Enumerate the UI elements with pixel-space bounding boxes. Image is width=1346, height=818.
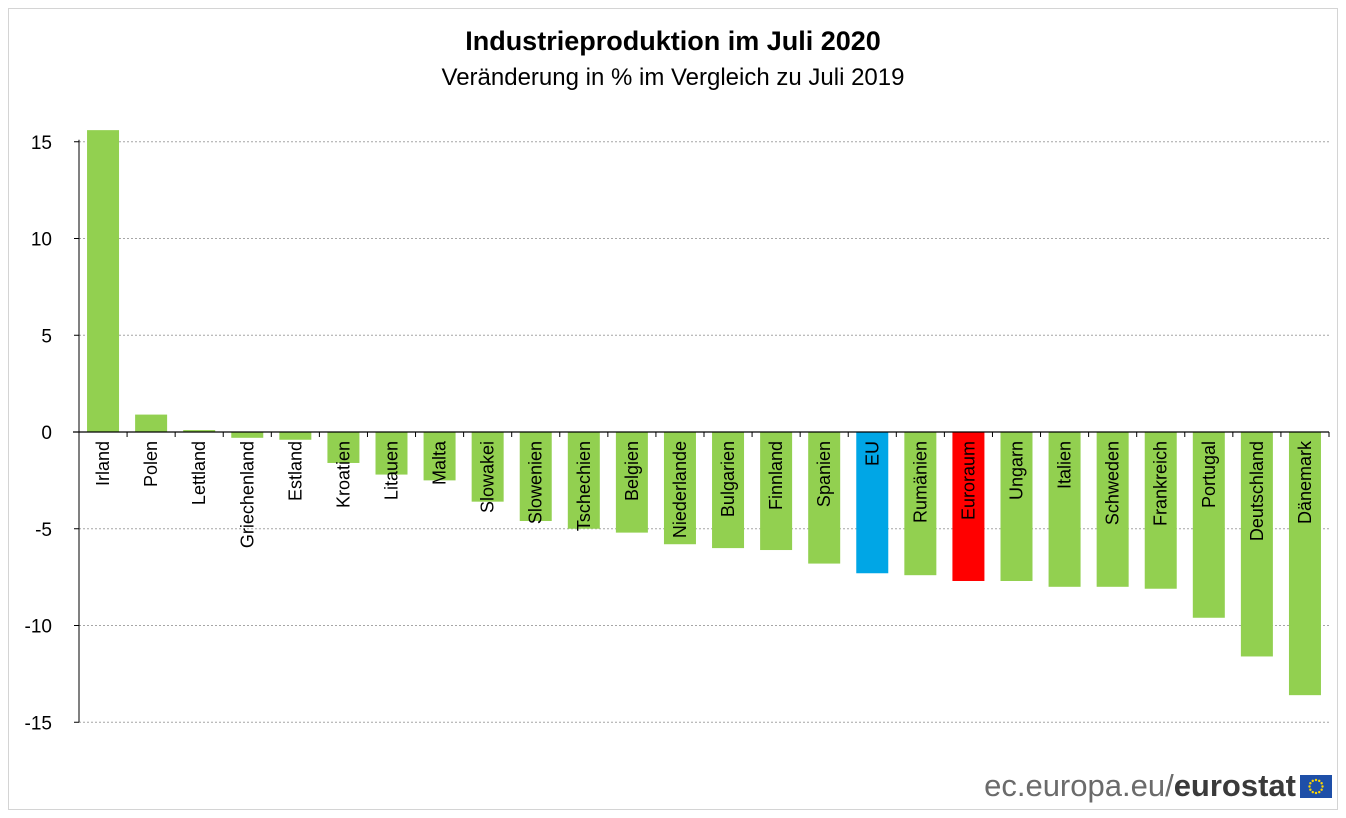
brand-host: ec.europa.eu/ (984, 768, 1174, 803)
category-label: Irland (93, 441, 113, 486)
bar (952, 432, 985, 581)
bar (663, 432, 696, 545)
category-label: Kroatien (333, 441, 353, 508)
category-label: Schweden (1103, 441, 1123, 525)
category-label: Italien (1055, 441, 1075, 489)
category-label: Rumänien (910, 441, 930, 523)
bar (423, 432, 456, 481)
bar (904, 432, 937, 576)
category-label: Ungarn (1007, 441, 1027, 500)
category-label: Bulgarien (718, 441, 738, 517)
category-label: Lettland (189, 441, 209, 505)
category-label: Tschechien (574, 441, 594, 531)
category-label: Belgien (622, 441, 642, 501)
bar (856, 432, 889, 574)
category-label: Slowakei (478, 441, 498, 513)
category-label: Portugal (1199, 441, 1219, 508)
category-label: Malta (430, 440, 450, 485)
chart-title: Industrieproduktion im Juli 2020 (465, 26, 881, 56)
bar (519, 432, 552, 522)
bar (87, 130, 120, 432)
chart-frame (8, 8, 1338, 810)
brand-product: eurostat (1173, 768, 1296, 803)
bar (1000, 432, 1033, 581)
category-label: EU (862, 441, 882, 466)
bar (1192, 432, 1225, 618)
category-label: Slowenien (526, 441, 546, 524)
bar (231, 432, 264, 438)
bar (1240, 432, 1273, 657)
bar (471, 432, 504, 502)
category-label: Spanien (814, 441, 834, 507)
bar (808, 432, 841, 564)
bar (1144, 432, 1177, 589)
y-tick-label: -10 (25, 617, 52, 638)
category-label: Frankreich (1151, 441, 1171, 526)
category-label: Finnland (766, 441, 786, 510)
y-tick-label: 15 (31, 133, 52, 154)
bar (1288, 432, 1321, 696)
y-tick-label: 0 (41, 423, 52, 444)
eu-flag-icon (1300, 774, 1332, 798)
bar (135, 414, 168, 432)
y-tick-label: 5 (41, 326, 52, 347)
category-label: Polen (141, 441, 161, 487)
eurostat-brand[interactable]: ec.europa.eu/eurostat (984, 768, 1332, 804)
bar (567, 432, 600, 529)
bar (375, 432, 408, 475)
category-label: Litauen (382, 441, 402, 500)
category-label: Niederlande (670, 441, 690, 538)
category-label: Estland (285, 441, 305, 501)
bar (1048, 432, 1081, 587)
category-label: Dänemark (1295, 440, 1315, 524)
y-tick-label: 10 (31, 230, 52, 251)
bar (615, 432, 648, 533)
y-tick-label: -15 (25, 713, 52, 734)
bar (327, 432, 360, 463)
bar (183, 430, 216, 432)
y-tick-label: -5 (35, 520, 52, 541)
bar (712, 432, 745, 549)
chart-subtitle: Veränderung in % im Vergleich zu Juli 20… (441, 64, 905, 91)
category-label: Euroraum (958, 441, 978, 520)
category-label: Griechenland (237, 441, 257, 548)
bar (279, 432, 312, 440)
bar (760, 432, 793, 551)
bar (1096, 432, 1129, 587)
category-label: Deutschland (1247, 441, 1267, 541)
